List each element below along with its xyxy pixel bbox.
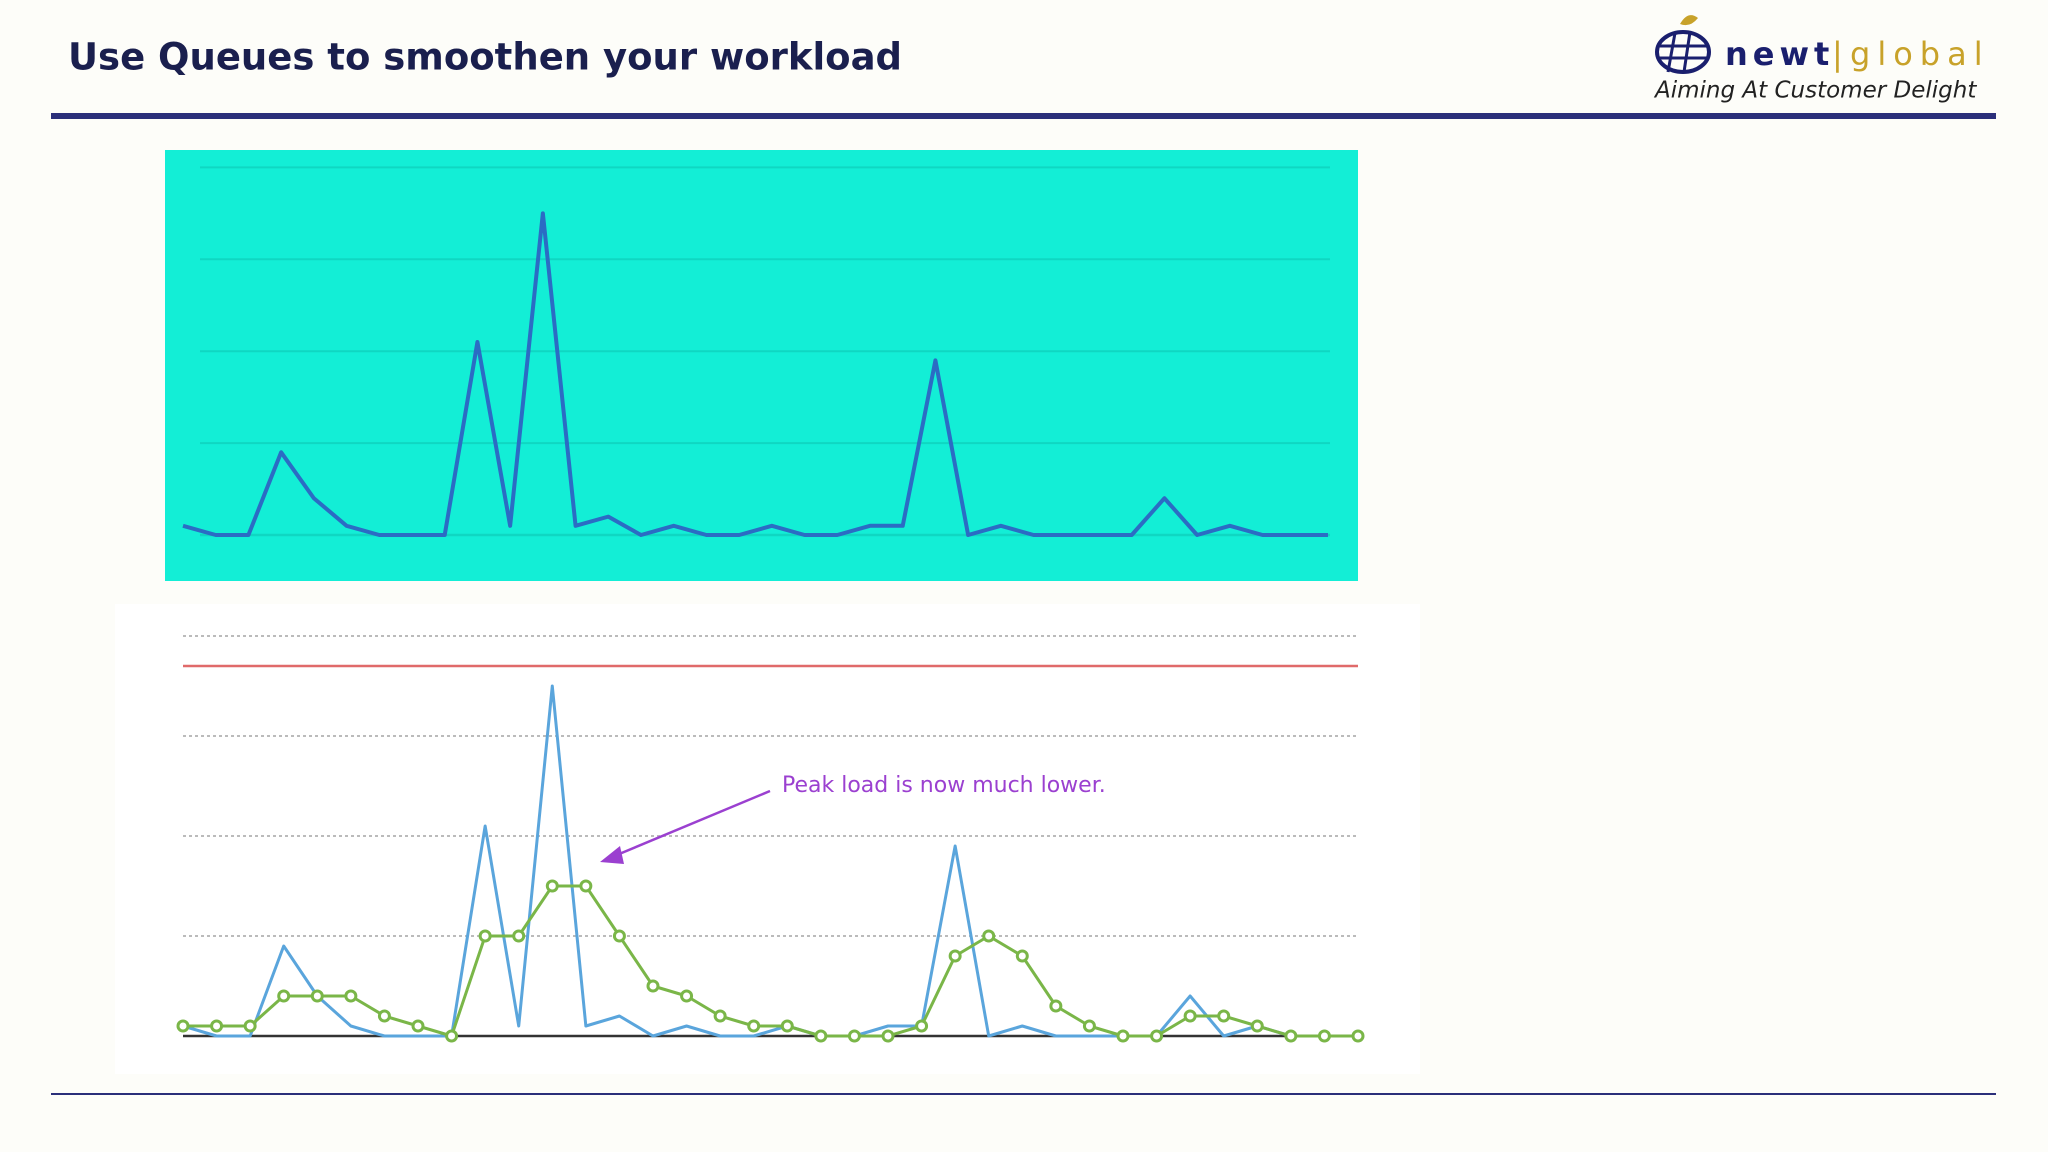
series-marker	[1082, 1019, 1096, 1033]
series-marker	[680, 989, 694, 1003]
series-marker	[747, 1019, 761, 1033]
chart-bg	[115, 604, 1420, 1074]
series-marker	[948, 949, 962, 963]
logo-tagline: Aiming At Customer Delight	[1653, 78, 1977, 104]
series-line	[183, 884, 1358, 1038]
slide-title: Use Queues to smoothen your workload	[68, 36, 902, 79]
annotation: Peak load is now much lower.	[782, 773, 1106, 798]
series-marker	[411, 1019, 425, 1033]
series-marker	[243, 1019, 257, 1033]
series-marker	[377, 1009, 391, 1023]
header-rule	[51, 113, 1996, 119]
series-marker	[1049, 999, 1063, 1013]
series-marker	[814, 1029, 828, 1043]
series-marker	[1150, 1029, 1164, 1043]
logo: newt | global Aiming At Customer Delight	[1653, 15, 1990, 104]
series-marker	[1217, 1009, 1231, 1023]
series-marker	[344, 989, 358, 1003]
logo-leaf	[1680, 15, 1698, 26]
series-marker	[445, 1029, 459, 1043]
series-marker	[1116, 1029, 1130, 1043]
series-marker	[1015, 949, 1029, 963]
series-marker	[210, 1019, 224, 1033]
series-marker	[277, 989, 291, 1003]
logo-name: newt	[1725, 35, 1834, 73]
series-marker	[915, 1019, 929, 1033]
series-marker	[1183, 1009, 1197, 1023]
series-marker	[881, 1029, 895, 1043]
annotation-arrowhead	[600, 846, 624, 864]
series-marker	[176, 1019, 190, 1033]
series-marker	[713, 1009, 727, 1023]
series-marker	[579, 879, 593, 893]
series-marker	[646, 979, 660, 993]
logo-globe	[1655, 30, 1711, 74]
series-marker	[545, 879, 559, 893]
series-marker	[512, 929, 526, 943]
logo-grid	[1660, 31, 1708, 73]
series-line	[182, 684, 1358, 1038]
series-marker	[1317, 1029, 1331, 1043]
series-marker	[310, 989, 324, 1003]
series-line	[182, 211, 1328, 537]
annotation-arrow	[611, 789, 771, 859]
logo-name: global	[1850, 35, 1990, 73]
series-marker	[612, 929, 626, 943]
logo-bar: |	[1832, 35, 1843, 73]
series-marker	[780, 1019, 794, 1033]
series-marker	[847, 1029, 861, 1043]
series-marker	[982, 929, 996, 943]
series-marker	[1250, 1019, 1264, 1033]
chart-bg	[165, 150, 1358, 581]
series-marker	[1284, 1029, 1298, 1043]
series-marker	[478, 929, 492, 943]
series-marker	[1351, 1029, 1365, 1043]
